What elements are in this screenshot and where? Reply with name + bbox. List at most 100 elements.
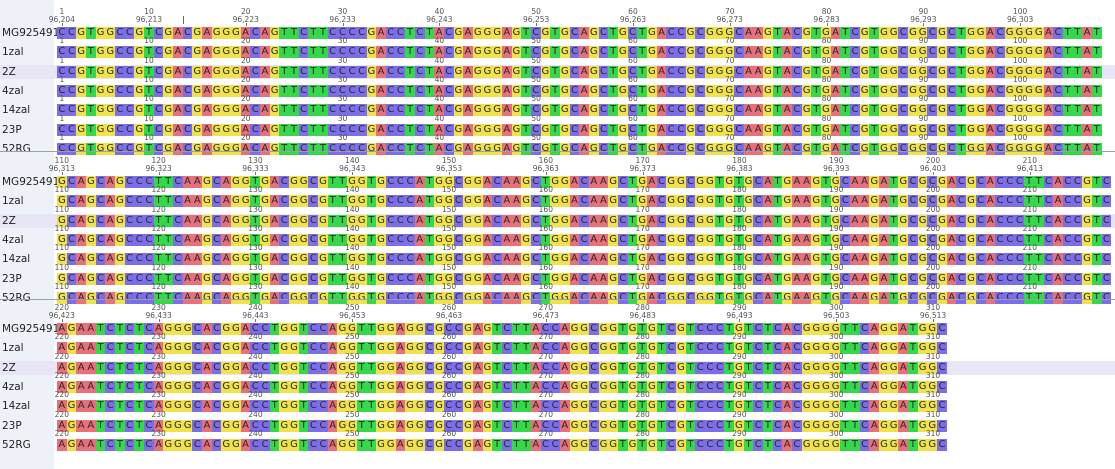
sequence-name[interactable]: 2Z	[2, 65, 16, 78]
base-t: T	[743, 380, 754, 393]
sequence-name[interactable]: 14zal	[2, 400, 31, 413]
sequence-name[interactable]: 1zal	[2, 342, 24, 355]
sequence-name[interactable]: 52RG	[2, 291, 31, 304]
sequence-row-4zal[interactable]: 4zal C C G T G G C C G T C G A C G A G G G A C A G T T C T T C C C C G A C C…	[0, 84, 1115, 98]
base-c: C	[298, 142, 309, 155]
base-g: G	[1033, 104, 1044, 117]
sequence-row-52rg[interactable]: 52RG C C G T G G C C G T C G A C G A G G G A C A G T T C T T C C C C G A C C…	[0, 142, 1115, 156]
sequence-name[interactable]: 52RG	[2, 438, 31, 451]
base-a: A	[646, 272, 657, 285]
sequence-row-1zal[interactable]: 1zal G C A G C A G C C C T T C A A G C A G G T G A C G G C G T T G G T G C C…	[0, 194, 1115, 208]
sequence-row-2z[interactable]: 2Z A G A A T C T C T C A G G G C A C G G A C C T G G T C C A G G T T G G A G G…	[0, 360, 1115, 375]
sequence-name[interactable]: 14zal	[2, 104, 31, 117]
base-g: G	[917, 195, 928, 208]
base-g: G	[927, 323, 938, 335]
sequence-name[interactable]: 1zal	[2, 195, 24, 208]
base-c: C	[192, 419, 203, 432]
base-g: G	[337, 323, 348, 335]
sequence-row-2z[interactable]: 2Z G C A G C A G C C C T T C A A G C A G G T G A C G G C G T T G G T G C C C A…	[0, 213, 1115, 228]
sequence-name[interactable]: 2Z	[2, 214, 16, 227]
base-c: C	[676, 65, 686, 78]
base-g: G	[192, 84, 203, 97]
sequence-row-2z[interactable]: 2Z C C G T G G C C G T C G A C G A G G G A C A G T T C T T C C C C G A C C T C…	[0, 64, 1115, 79]
sequence-name[interactable]: 2Z	[2, 361, 16, 374]
sequence-row-4zal[interactable]: 4zal G C A G C A G C C C T T C A A G C A G G T G A C G G C G T T G G T G C C…	[0, 233, 1115, 247]
base-t: T	[424, 291, 435, 304]
base-a: A	[1053, 176, 1063, 188]
base-g: G	[57, 195, 67, 208]
sequence-name[interactable]: 1zal	[2, 46, 24, 59]
sequence-row-mg925491[interactable]: MG925491 A G A A T C T C T C A G G G C A C G G A C C T G G T C C A G G T…	[0, 322, 1115, 336]
sequence-name[interactable]: 4zal	[2, 380, 24, 393]
reference-coordinate-label: 96,513	[919, 311, 947, 320]
sequence-name[interactable]: MG925491	[2, 27, 60, 39]
base-g: G	[550, 176, 560, 188]
sequence-row-mg925491[interactable]: MG925491 G C A G C A G C C C T T C A A G C A G G T G A C G G C G T T G G…	[0, 175, 1115, 189]
sequence-row-14zal[interactable]: 14zal G C A G C A G C C C T T C A A G C A G G T G A C G G C G T T G G T G C…	[0, 252, 1115, 266]
base-c: C	[695, 380, 706, 393]
base-g: G	[202, 272, 212, 285]
sequence-name[interactable]: 23P	[2, 123, 22, 136]
base-g: G	[472, 272, 483, 285]
base-c: C	[975, 253, 986, 266]
base-t: T	[1024, 214, 1034, 227]
base-c: C	[385, 142, 396, 155]
base-c: C	[250, 419, 261, 432]
sequence-row-23p[interactable]: 23P A G A A T C T C T C A G G G C A C G G A C C T G G T C C A G G T T G G A G…	[0, 419, 1115, 433]
ruler-tick-mark	[255, 319, 257, 322]
sequence-name[interactable]: 4zal	[2, 84, 24, 97]
base-g: G	[966, 291, 976, 304]
sequence-name[interactable]: 14zal	[2, 253, 31, 266]
base-c: C	[424, 380, 435, 393]
base-g: G	[463, 291, 473, 304]
base-t: T	[656, 400, 667, 413]
sequence-row-1zal[interactable]: 1zal A G A A T C T C T C A G G G C A C G G A C C T G G T C C A G G T T G G A…	[0, 341, 1115, 355]
base-g: G	[472, 27, 483, 39]
sequence-row-4zal[interactable]: 4zal A G A A T C T C T C A G G G C A C G G A C C T G G T C C A G G T T G G A…	[0, 380, 1115, 394]
sequence-name[interactable]: MG925491	[2, 176, 60, 188]
sequence-name[interactable]: 23P	[2, 419, 22, 432]
base-t: T	[811, 84, 822, 97]
sequence-row-23p[interactable]: 23P G C A G C A G C C C T T C A A G C A G G T G A C G G C G T T G G T G C C C…	[0, 272, 1115, 286]
sequence-name[interactable]: 4zal	[2, 233, 24, 246]
base-g: G	[231, 419, 241, 432]
sequence-name[interactable]: 52RG	[2, 142, 31, 155]
base-t: T	[95, 361, 106, 374]
sequence-row-mg925491[interactable]: MG925491 C C G T G G C C G T C G A C G A G G G A C A G T T C T T C C C C…	[0, 26, 1115, 40]
base-g: G	[811, 438, 822, 451]
base-g: G	[917, 438, 928, 451]
base-g: G	[192, 123, 203, 136]
sequence-row-23p[interactable]: 23P C C G T G G C C G T C G A C G A G G G A C A G T T C T T C C C C G A C C T…	[0, 123, 1115, 137]
sequence-row-1zal[interactable]: 1zal C C G T G G C C G T C G A C G A G G G A C A G T T C T T C C C C G A C C…	[0, 45, 1115, 59]
sequence-row-14zal[interactable]: 14zal A G A A T C T C T C A G G G C A C G G A C C T G G T C C A G G T T G G…	[0, 399, 1115, 413]
sequence-row-52rg[interactable]: 52RG A G A A T C T C T C A G G G C A C G G A C C T G G T C C A G G T T G G A…	[0, 438, 1115, 452]
base-c: C	[550, 419, 560, 432]
sequence-row-52rg[interactable]: 52RG G C A G C A G C C C T T C A A G C A G G T G A C G G C G T T G G T G C C…	[0, 291, 1115, 305]
base-t: T	[840, 342, 851, 355]
sequence-row-14zal[interactable]: 14zal C C G T G G C C G T C G A C G A G G G A C A G T T C T T C C C C G A C…	[0, 103, 1115, 117]
sequence-name[interactable]: MG925491	[2, 323, 60, 335]
base-c: C	[627, 65, 638, 78]
sequence-name[interactable]: 23P	[2, 272, 22, 285]
